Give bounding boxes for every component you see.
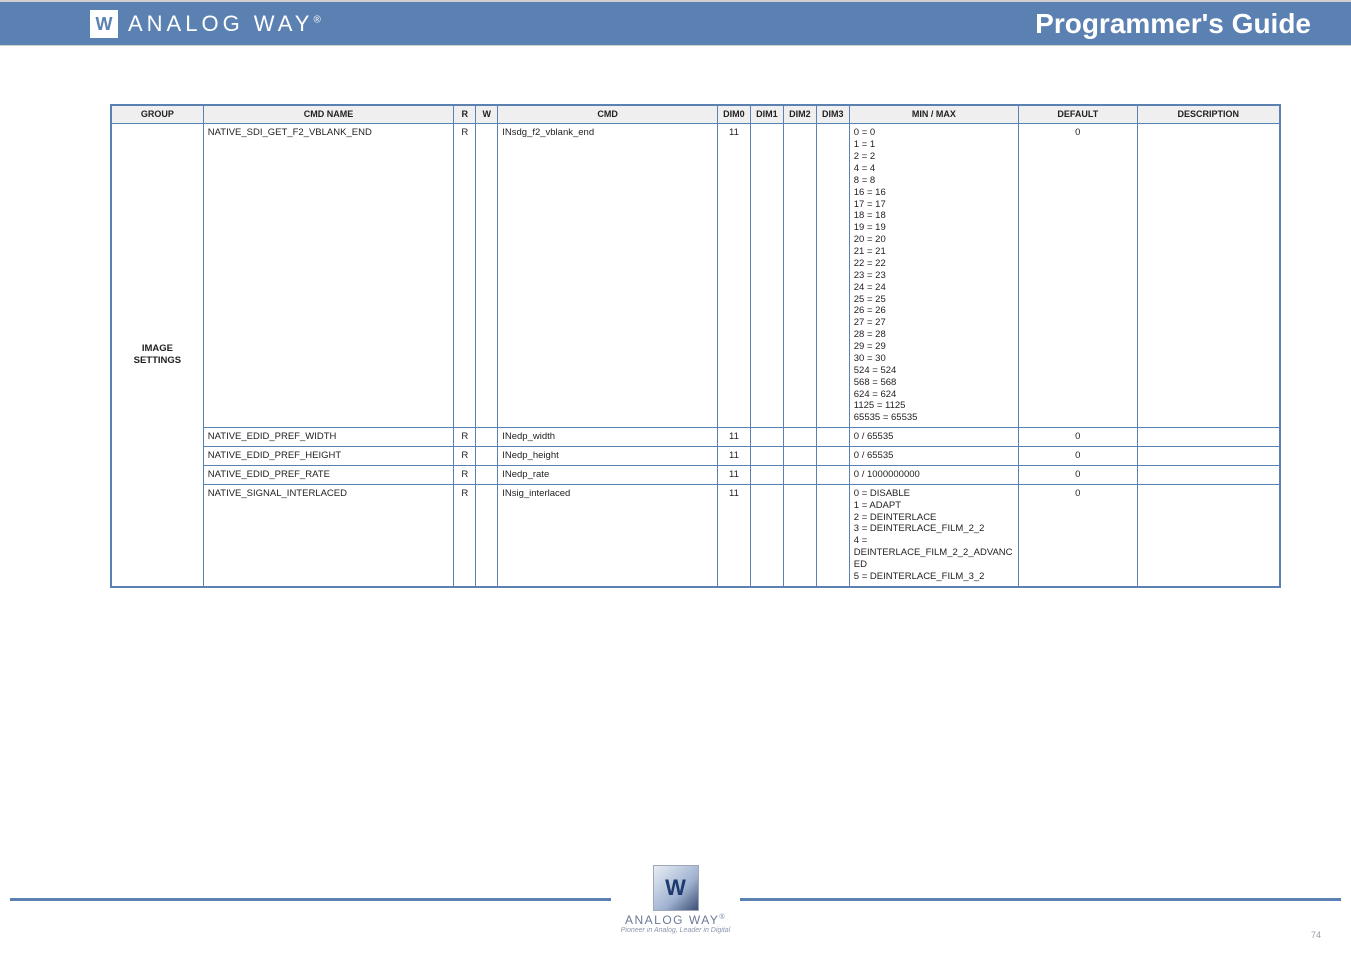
read-flag-cell: R [454, 465, 476, 484]
column-header: CMD NAME [203, 105, 454, 124]
write-flag-cell [476, 465, 498, 484]
group-cell: IMAGESETTINGS [111, 124, 203, 587]
minmax-cell: 0 = DISABLE1 = ADAPT2 = DEINTERLACE3 = D… [849, 484, 1018, 587]
footer-regmark: ® [719, 914, 726, 921]
dim2-cell [783, 465, 816, 484]
description-cell [1137, 447, 1280, 466]
dim3-cell [816, 465, 849, 484]
spec-table-body: IMAGESETTINGSNATIVE_SDI_GET_F2_VBLANK_EN… [111, 124, 1280, 587]
column-header: R [454, 105, 476, 124]
page-header: W ANALOG WAY® Programmer's Guide [0, 0, 1351, 46]
column-header: W [476, 105, 498, 124]
dim2-cell [783, 484, 816, 587]
cmd-name-cell: NATIVE_EDID_PREF_HEIGHT [203, 447, 454, 466]
page-footer: W ANALOG WAY® Pioneer in Analog, Leader … [0, 865, 1351, 934]
write-flag-cell [476, 428, 498, 447]
minmax-cell: 0 = 01 = 12 = 24 = 48 = 816 = 1617 = 171… [849, 124, 1018, 428]
column-header: DIM3 [816, 105, 849, 124]
dim3-cell [816, 428, 849, 447]
footer-brand-text: ANALOG WAY® [625, 913, 726, 927]
column-header: MIN / MAX [849, 105, 1018, 124]
table-row: NATIVE_EDID_PREF_RATER INedp_rate11 0 / 10… [111, 465, 1280, 484]
minmax-cell: 0 / 1000000000 [849, 465, 1018, 484]
cmd-name-cell: NATIVE_EDID_PREF_RATE [203, 465, 454, 484]
column-header: DIM2 [783, 105, 816, 124]
dim2-cell [783, 428, 816, 447]
cmd-cell: INedp_rate [498, 465, 718, 484]
footer-rule-right [740, 898, 1341, 901]
minmax-cell: 0 / 65535 [849, 428, 1018, 447]
table-row: IMAGESETTINGSNATIVE_SDI_GET_F2_VBLANK_EN… [111, 124, 1280, 428]
dim0-cell: 11 [717, 124, 750, 428]
footer-brand: W ANALOG WAY® Pioneer in Analog, Leader … [621, 865, 730, 934]
dim1-cell [750, 428, 783, 447]
brand-name: ANALOG WAY [128, 11, 313, 36]
description-cell [1137, 465, 1280, 484]
column-header: DIM0 [717, 105, 750, 124]
cmd-cell: INsig_interlaced [498, 484, 718, 587]
dim3-cell [816, 484, 849, 587]
dim1-cell [750, 447, 783, 466]
cmd-name-cell: NATIVE_SIGNAL_INTERLACED [203, 484, 454, 587]
cmd-cell: INsdg_f2_vblank_end [498, 124, 718, 428]
dim0-cell: 11 [717, 428, 750, 447]
minmax-cell: 0 / 65535 [849, 447, 1018, 466]
footer-tagline: Pioneer in Analog, Leader in Digital [621, 927, 730, 934]
brand-logo-icon: W [96, 15, 113, 33]
page-number: 74 [1311, 930, 1321, 940]
read-flag-cell: R [454, 428, 476, 447]
table-row: NATIVE_EDID_PREF_WIDTHR INedp_width11 0 / … [111, 428, 1280, 447]
read-flag-cell: R [454, 124, 476, 428]
cmd-name-cell: NATIVE_SDI_GET_F2_VBLANK_END [203, 124, 454, 428]
dim0-cell: 11 [717, 447, 750, 466]
default-cell: 0 [1018, 124, 1137, 428]
dim0-cell: 11 [717, 465, 750, 484]
dim2-cell [783, 447, 816, 466]
brand-logo: W ANALOG WAY® [90, 10, 321, 38]
read-flag-cell: R [454, 447, 476, 466]
footer-logo-icon: W [653, 865, 699, 911]
description-cell [1137, 124, 1280, 428]
brand-logo-text: ANALOG WAY® [128, 11, 321, 37]
dim1-cell [750, 484, 783, 587]
table-row: NATIVE_SIGNAL_INTERLACEDRINsig_interlace… [111, 484, 1280, 587]
cmd-cell: INedp_height [498, 447, 718, 466]
write-flag-cell [476, 124, 498, 428]
dim2-cell [783, 124, 816, 428]
write-flag-cell [476, 484, 498, 587]
column-header: GROUP [111, 105, 203, 124]
brand-regmark: ® [313, 14, 320, 25]
cmd-cell: INedp_width [498, 428, 718, 447]
page-title: Programmer's Guide [1035, 8, 1311, 40]
brand-logo-mark: W [90, 10, 118, 38]
cmd-name-cell: NATIVE_EDID_PREF_WIDTH [203, 428, 454, 447]
spec-table: GROUPCMD NAMERWCMDDIM0DIM1DIM2DIM3MIN / … [110, 104, 1281, 588]
column-header: CMD [498, 105, 718, 124]
dim1-cell [750, 124, 783, 428]
dim0-cell: 11 [717, 484, 750, 587]
header-band: W ANALOG WAY® Programmer's Guide [0, 2, 1351, 45]
default-cell: 0 [1018, 465, 1137, 484]
dim3-cell [816, 124, 849, 428]
footer-brand-name: ANALOG WAY [625, 913, 719, 927]
default-cell: 0 [1018, 428, 1137, 447]
description-cell [1137, 484, 1280, 587]
write-flag-cell [476, 447, 498, 466]
table-row: NATIVE_EDID_PREF_HEIGHTR INedp_height11 0 … [111, 447, 1280, 466]
spec-header-row: GROUPCMD NAMERWCMDDIM0DIM1DIM2DIM3MIN / … [111, 105, 1280, 124]
default-cell: 0 [1018, 484, 1137, 587]
column-header: DIM1 [750, 105, 783, 124]
dim1-cell [750, 465, 783, 484]
column-header: DEFAULT [1018, 105, 1137, 124]
description-cell [1137, 428, 1280, 447]
footer-rule-left [10, 898, 611, 901]
dim3-cell [816, 447, 849, 466]
page-body: GROUPCMD NAMERWCMDDIM0DIM1DIM2DIM3MIN / … [0, 46, 1351, 588]
read-flag-cell: R [454, 484, 476, 587]
default-cell: 0 [1018, 447, 1137, 466]
column-header: DESCRIPTION [1137, 105, 1280, 124]
spec-table-head: GROUPCMD NAMERWCMDDIM0DIM1DIM2DIM3MIN / … [111, 105, 1280, 124]
